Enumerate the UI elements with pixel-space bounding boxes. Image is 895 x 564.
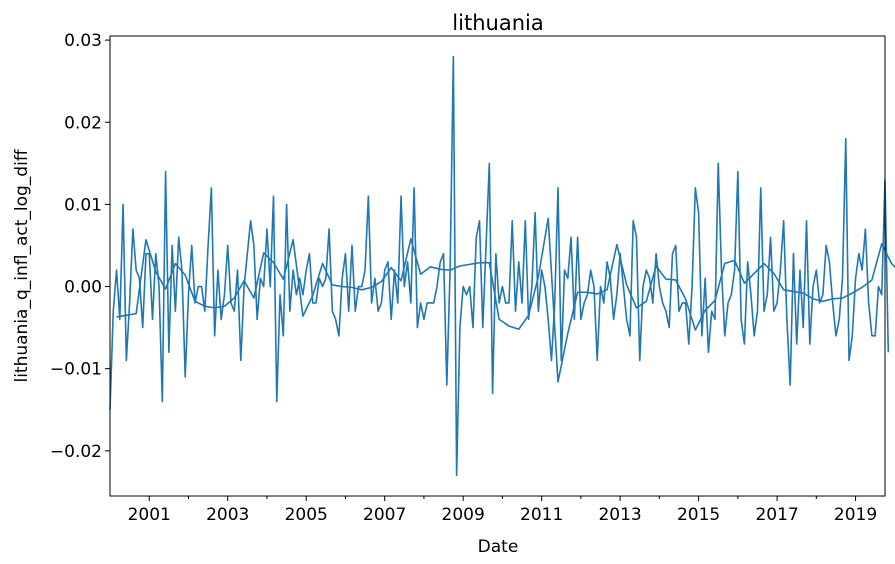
y-tick-label: 0.01 [64,195,102,215]
y-axis-title: lithuania_q_infl_act_log_diff [12,148,32,382]
series-line-monthly [109,55,890,477]
y-tick-label: −0.02 [50,442,102,462]
series-line-quarterly [116,217,895,383]
x-tick-label: 2005 [285,505,328,525]
x-tick-label: 2019 [834,505,877,525]
x-tick-label: 2015 [677,505,720,525]
chart-title: lithuania [452,11,543,35]
y-tick-label: 0.02 [64,113,102,133]
x-tick-label: 2017 [755,505,798,525]
y-axis: −0.02 −0.01 0.00 0.01 0.02 0.03 [50,31,110,462]
series-layer [109,55,895,477]
x-axis-title: Date [478,537,519,557]
y-tick-label: 0.00 [64,278,102,298]
y-tick-label: 0.03 [64,31,102,51]
x-axis: 2001 2003 2005 2007 2009 2011 2013 2015 2017 2019 [128,496,877,525]
x-tick-label: 2009 [442,505,485,525]
x-tick-label: 2013 [598,505,641,525]
x-tick-label: 2001 [128,505,171,525]
plot-area [109,35,895,497]
y-tick-label: −0.01 [50,360,102,380]
x-tick-label: 2011 [520,505,563,525]
plot-frame [109,35,886,497]
x-tick-label: 2003 [206,505,249,525]
x-tick-label: 2007 [363,505,406,525]
